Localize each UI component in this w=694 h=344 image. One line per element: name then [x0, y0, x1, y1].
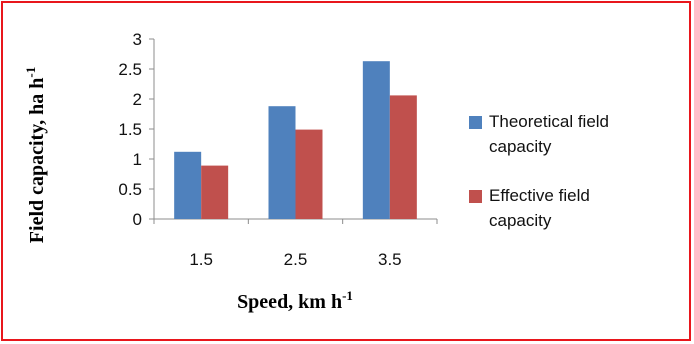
legend-label: Effective field [489, 186, 590, 205]
y-tick-label: 1 [133, 150, 142, 169]
y-tick-label: 2 [133, 90, 142, 109]
y-tick-label: 0 [133, 210, 142, 229]
y-tick-label: 0.5 [118, 180, 142, 199]
x-axis-title: Speed, km h-1 [237, 288, 353, 313]
x-tick-label: 2.5 [284, 250, 308, 269]
y-axis-title: Field capacity, ha h-1 [23, 67, 48, 243]
y-axis-ticks: 0 0.5 1 1.5 2 2.5 3 [118, 30, 154, 229]
bar-effective-1.5 [201, 165, 229, 219]
y-tick-label: 3 [133, 30, 142, 49]
bar-chart: 0 0.5 1 1.5 2 2.5 3 1.5 2.5 3.5 Speed, km h-1 Fi… [23, 30, 609, 313]
x-axis-ticks: 1.5 2.5 3.5 [153, 219, 438, 269]
x-tick-label: 1.5 [189, 250, 213, 269]
bar-effective-2.5 [295, 129, 323, 219]
y-tick-label: 2.5 [118, 60, 142, 79]
legend: Theoretical field capacity Effective field… [469, 112, 609, 230]
x-tick-label: 3.5 [378, 250, 402, 269]
legend-label: capacity [489, 211, 552, 230]
legend-label: capacity [489, 137, 552, 156]
legend-label: Theoretical field [489, 112, 609, 131]
bar-effective-3.5 [389, 95, 417, 219]
y-tick-label: 1.5 [118, 120, 142, 139]
bar-theoretical-3.5 [362, 61, 390, 220]
bar-theoretical-1.5 [174, 151, 202, 219]
legend-swatch-theoretical [469, 116, 482, 129]
legend-swatch-effective [469, 190, 482, 203]
bars [174, 61, 417, 220]
bar-theoretical-2.5 [268, 106, 296, 219]
